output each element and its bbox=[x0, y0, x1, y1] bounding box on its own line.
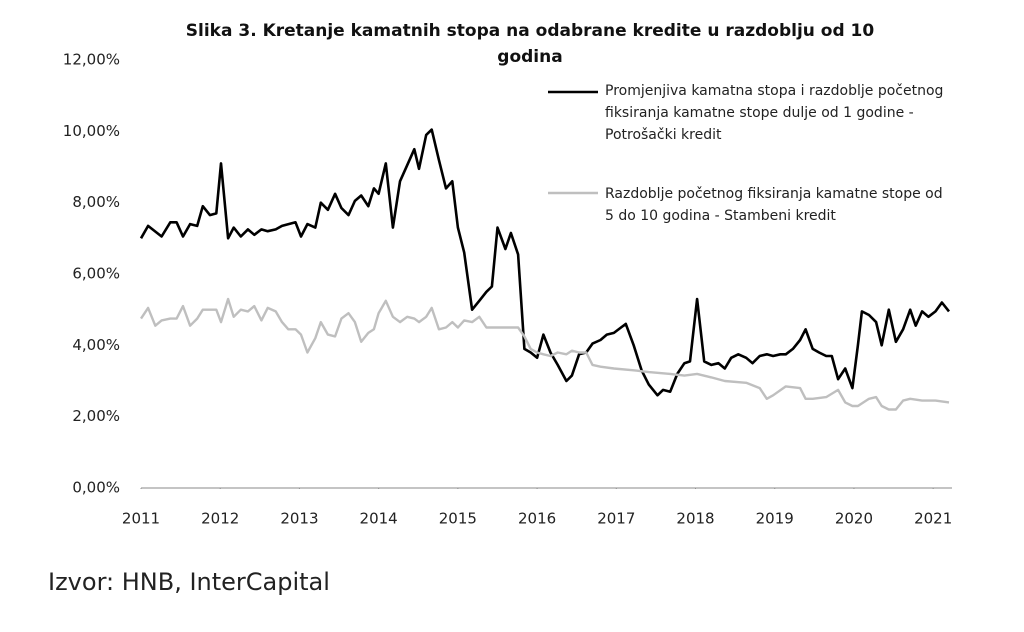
x-tick-label: 2011 bbox=[122, 510, 160, 528]
y-tick-label: 10,00% bbox=[63, 122, 120, 140]
legend-label: Promjenjiva kamatna stopa i razdoblje po… bbox=[605, 83, 944, 143]
x-tick-label: 2018 bbox=[676, 510, 714, 528]
y-tick-label: 8,00% bbox=[72, 193, 120, 211]
x-tick-label: 2012 bbox=[201, 510, 239, 528]
x-tick-label: 2017 bbox=[597, 510, 635, 528]
x-tick-label: 2016 bbox=[518, 510, 556, 528]
y-tick-label: 6,00% bbox=[72, 265, 120, 283]
y-tick-label: 0,00% bbox=[72, 479, 120, 497]
x-tick-label: 2020 bbox=[835, 510, 873, 528]
source-note: Izvor: HNB, InterCapital bbox=[48, 568, 330, 596]
x-tick-label: 2021 bbox=[914, 510, 952, 528]
y-tick-label: 2,00% bbox=[72, 407, 120, 425]
series-line bbox=[140, 297, 950, 411]
y-tick-label: 4,00% bbox=[72, 336, 120, 354]
x-tick-label: 2014 bbox=[360, 510, 398, 528]
y-tick-label: 12,00% bbox=[63, 51, 120, 69]
chart-title: Slika 3. Kretanje kamatnih stopa na odab… bbox=[185, 21, 875, 67]
x-tick-label: 2013 bbox=[280, 510, 318, 528]
legend-label: Razdoblje početnog fiksiranja kamatne st… bbox=[605, 186, 943, 224]
x-tick-label: 2015 bbox=[439, 510, 477, 528]
x-tick-label: 2019 bbox=[756, 510, 794, 528]
series-line bbox=[139, 128, 951, 397]
